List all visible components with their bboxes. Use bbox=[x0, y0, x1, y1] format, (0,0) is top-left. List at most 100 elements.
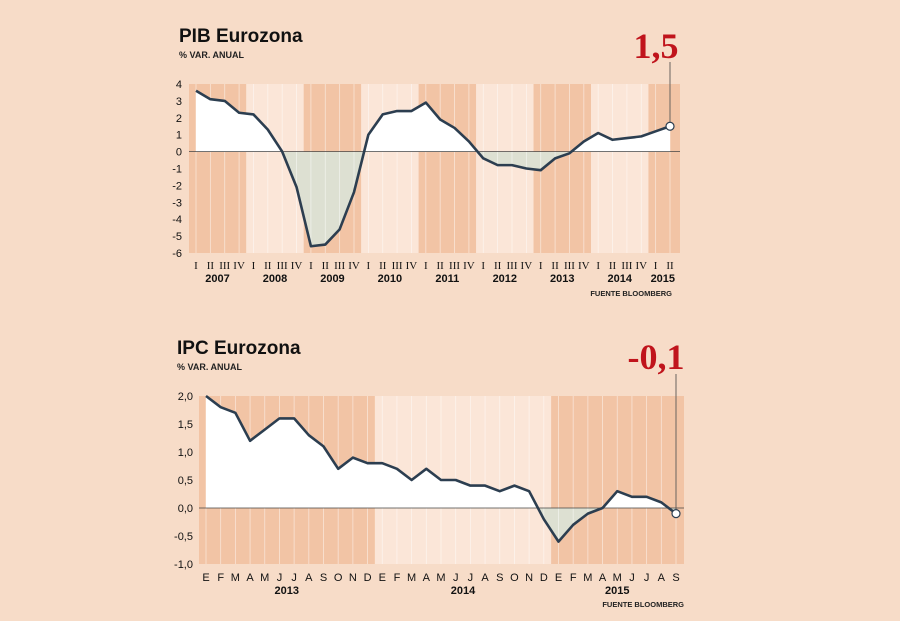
pib-x-tick-label: III bbox=[277, 260, 288, 272]
pib-year-label-2011: 2011 bbox=[435, 273, 459, 285]
pib-x-tick-label: III bbox=[449, 260, 460, 272]
pib-y-tick-label: 2 bbox=[176, 113, 182, 125]
ipc-x-tick-label: M bbox=[407, 572, 416, 584]
pib-year-label-2014: 2014 bbox=[607, 273, 632, 285]
ipc-series-line bbox=[205, 394, 677, 543]
ipc-x-tick-label: J bbox=[453, 572, 459, 584]
pib-y-tick-label: -5 bbox=[172, 231, 182, 243]
pib-x-tick-label: I bbox=[194, 260, 198, 272]
pib-x-tick-label: I bbox=[481, 260, 485, 272]
pib-x-tick-label: III bbox=[392, 260, 403, 272]
ipc-fill-segment bbox=[602, 491, 669, 508]
pib-fill-segment bbox=[477, 151, 572, 171]
ipc-x-tick-label: M bbox=[231, 572, 240, 584]
ipc-x-tick-label: E bbox=[555, 572, 562, 584]
pib-band-2014 bbox=[591, 84, 649, 253]
pib-series-line bbox=[195, 89, 671, 248]
ipc-x-tick-label: N bbox=[349, 572, 357, 584]
pib-x-axis: I II III IV I II III IV I II III IV I II III IV I II III IV… bbox=[194, 260, 674, 272]
ipc-x-tick-label: M bbox=[613, 572, 622, 584]
pib-y-tick-label: -2 bbox=[172, 180, 182, 192]
pib-x-tick-label: II bbox=[551, 260, 559, 272]
ipc-last-point-marker bbox=[671, 508, 681, 519]
pib-x-tick-label: III bbox=[564, 260, 575, 272]
ipc-x-tick-label: J bbox=[291, 572, 297, 584]
pib-x-tick-label: II bbox=[494, 260, 502, 272]
ipc-x-tick-label: J bbox=[277, 572, 283, 584]
ipc-y-tick-label: -1,0 bbox=[174, 559, 193, 571]
pib-y-tick-label: -3 bbox=[172, 197, 182, 209]
pib-callout-value: 1,5 bbox=[634, 26, 679, 66]
ipc-x-tick-label: O bbox=[510, 572, 519, 584]
pib-band-2015 bbox=[648, 84, 680, 253]
ipc-y-tick-label: 1,5 bbox=[178, 419, 193, 431]
pib-x-tick-label: IV bbox=[463, 260, 475, 272]
pib-x-tick-label: IV bbox=[635, 260, 647, 272]
pib-last-point-marker bbox=[665, 121, 675, 131]
pib-x-tick-label: II bbox=[207, 260, 215, 272]
ipc-x-tick-label: J bbox=[629, 572, 635, 584]
ipc-y-tick-label: 0,0 bbox=[178, 503, 193, 515]
ipc-x-tick-label: S bbox=[672, 572, 679, 584]
pib-subtitle: % VAR. ANUAL bbox=[179, 50, 245, 60]
pib-y-tick-label: 4 bbox=[176, 79, 182, 91]
ipc-year-label-2013: 2013 bbox=[275, 585, 299, 597]
pib-x-tick-label: IV bbox=[233, 260, 245, 272]
pib-y-tick-label: -1 bbox=[172, 164, 182, 176]
pib-year-label-2008: 2008 bbox=[263, 273, 287, 285]
ipc-subtitle: % VAR. ANUAL bbox=[177, 362, 243, 372]
ipc-year-label-2015: 2015 bbox=[605, 585, 629, 597]
pib-x-tick-label: IV bbox=[348, 260, 360, 272]
ipc-x-tick-label: S bbox=[320, 572, 327, 584]
ipc-title: IPC Eurozona bbox=[177, 338, 301, 359]
ipc-x-tick-label: M bbox=[436, 572, 445, 584]
pib-title: PIB Eurozona bbox=[179, 26, 303, 47]
pib-x-tick-label: IV bbox=[406, 260, 418, 272]
pib-band-2010 bbox=[361, 84, 419, 253]
pib-y-tick-label: 0 bbox=[176, 147, 182, 159]
ipc-callout-value: -0,1 bbox=[628, 337, 685, 377]
pib-source: FUENTE BLOOMBERG bbox=[590, 289, 672, 298]
ipc-x-tick-label: F bbox=[217, 572, 224, 584]
pib-year-bands bbox=[189, 84, 680, 253]
ipc-x-tick-label: F bbox=[394, 572, 401, 584]
ipc-y-axis: 2,0 1,5 1,0 0,5 0,0 -0,5 -1,0 bbox=[174, 391, 193, 571]
ipc-y-tick-label: -0,5 bbox=[174, 531, 193, 543]
ipc-year-labels: 2013 2014 2015 bbox=[275, 585, 630, 597]
pib-x-tick-label: I bbox=[367, 260, 371, 272]
pib-x-tick-label: II bbox=[379, 260, 387, 272]
pib-x-tick-label: I bbox=[252, 260, 256, 272]
pib-y-tick-label: -4 bbox=[172, 214, 182, 226]
ipc-x-tick-label: J bbox=[644, 572, 650, 584]
pib-x-tick-label: II bbox=[322, 260, 330, 272]
pib-y-tick-label: -6 bbox=[172, 248, 182, 260]
pib-x-tick-label: II bbox=[264, 260, 272, 272]
pib-fill-segment bbox=[282, 151, 365, 247]
pib-y-tick-label: 3 bbox=[176, 96, 182, 108]
ipc-x-tick-label: M bbox=[260, 572, 269, 584]
ipc-x-tick-label: A bbox=[599, 572, 607, 584]
pib-x-tick-label: II bbox=[437, 260, 445, 272]
pib-x-tick-label: II bbox=[609, 260, 617, 272]
ipc-x-tick-label: D bbox=[364, 572, 372, 584]
pib-x-tick-label: II bbox=[666, 260, 674, 272]
pib-year-label-2007: 2007 bbox=[205, 273, 229, 285]
pib-year-label-2012: 2012 bbox=[493, 273, 517, 285]
ipc-year-label-2014: 2014 bbox=[451, 585, 476, 597]
pib-x-tick-label: I bbox=[596, 260, 600, 272]
pib-x-tick-label: III bbox=[507, 260, 518, 272]
pib-x-tick-label: I bbox=[424, 260, 428, 272]
pib-year-labels: 2007 2008 2009 2010 2011 2012 2013 2014 2015 bbox=[205, 273, 675, 285]
ipc-x-tick-label: A bbox=[423, 572, 431, 584]
ipc-x-tick-label: M bbox=[583, 572, 592, 584]
pib-year-label-2013: 2013 bbox=[550, 273, 574, 285]
ipc-x-tick-label: D bbox=[540, 572, 548, 584]
ipc-x-tick-label: A bbox=[481, 572, 489, 584]
pib-fill-segment bbox=[364, 102, 478, 152]
ipc-y-tick-label: 1,0 bbox=[178, 447, 193, 459]
pib-x-tick-label: I bbox=[309, 260, 313, 272]
